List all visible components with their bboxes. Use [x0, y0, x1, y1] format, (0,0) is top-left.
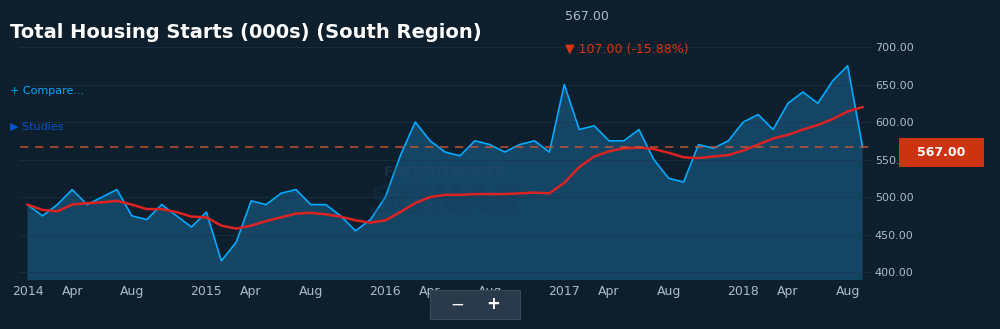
Text: FREIGHTWAVES: FREIGHTWAVES — [384, 164, 506, 179]
Text: Total Housing Starts (000s) (South Region): Total Housing Starts (000s) (South Regio… — [10, 23, 482, 42]
Text: 567.00: 567.00 — [917, 146, 966, 159]
Text: ▶ Studies: ▶ Studies — [10, 122, 64, 132]
Text: 567.00: 567.00 — [565, 10, 609, 23]
Text: + Compare...: + Compare... — [10, 86, 84, 95]
Text: SONAR: SONAR — [368, 184, 522, 222]
Text: ▼ 107.00 (-15.88%): ▼ 107.00 (-15.88%) — [565, 43, 689, 56]
Text: +: + — [486, 295, 500, 313]
Text: −: − — [450, 295, 464, 313]
